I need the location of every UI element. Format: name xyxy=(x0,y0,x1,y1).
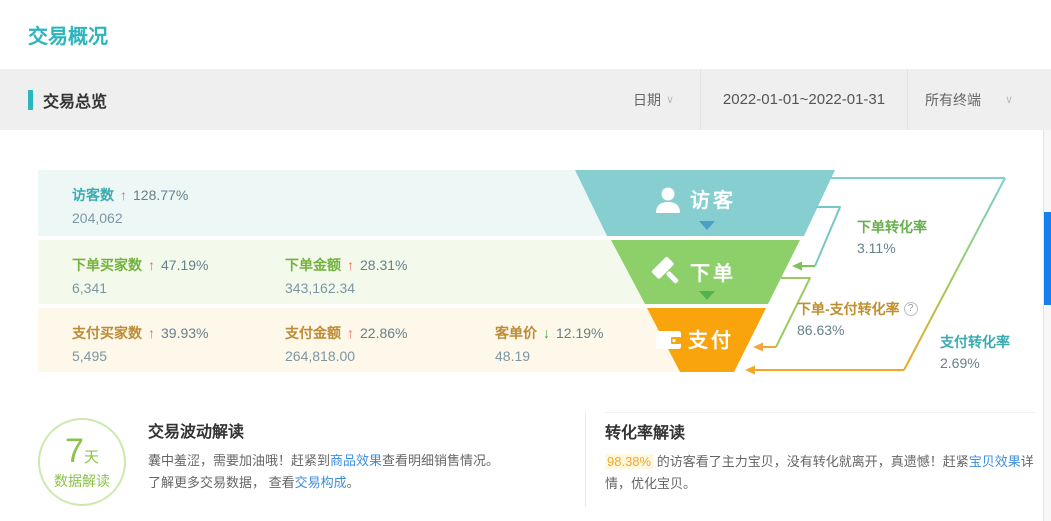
scrollbar-thumb[interactable] xyxy=(1044,212,1051,305)
metric-change: 28.31% xyxy=(360,257,408,273)
conversion-value: 3.11% xyxy=(857,240,896,256)
pay-conversion-diagonal-line xyxy=(903,177,1006,371)
conversion-insight: 转化率解读 98.38% 的访客看了主力宝贝，没有转化就离开，真遗憾！赶紧宝贝效… xyxy=(605,412,1035,495)
metric-change: 22.86% xyxy=(360,325,408,341)
funnel-stage-visitor xyxy=(575,170,835,236)
seven-day-badge: 7天 数据解读 xyxy=(38,418,126,506)
metric-label: 下单买家数 xyxy=(72,257,142,273)
metric-value: 6,341 xyxy=(72,280,108,296)
terminal-label: 所有终端 xyxy=(925,91,981,108)
page-title: 交易概况 xyxy=(28,26,108,48)
wallet-icon xyxy=(656,331,681,349)
insight-line2: 了解更多交易数据， 查看交易构成。 xyxy=(148,475,360,490)
conversion-order-rate: 下单转化率 3.11% xyxy=(857,218,927,257)
highlight-percentage: 98.38% xyxy=(605,454,654,469)
metric-change: 47.19% xyxy=(161,257,209,273)
trend-up-icon: ↑ xyxy=(148,257,155,273)
insights-section: 7天 数据解读 交易波动解读 囊中羞涩，需要加油哦！赶紧到商品效果查看明细销售情… xyxy=(0,400,1051,521)
product-effect-link[interactable]: 商品效果 xyxy=(330,453,383,468)
trend-up-icon: ↑ xyxy=(148,325,155,341)
trend-down-icon: ↓ xyxy=(543,325,550,341)
date-range-value: 2022-01-01~2022-01-31 xyxy=(722,91,886,108)
conversion-label: 支付转化率 xyxy=(940,334,1010,350)
visitor-icon xyxy=(656,187,680,213)
metric-label: 访客数 xyxy=(72,187,114,203)
trade-fluctuation-insight: 交易波动解读 囊中羞涩，需要加油哦！赶紧到商品效果查看明细销售情况。 了解更多交… xyxy=(148,418,568,494)
date-range-picker[interactable]: 2022-01-01~2022-01-31 xyxy=(700,69,908,130)
metric-value: 343,162.34 xyxy=(285,280,356,296)
insight-paragraph: 98.38% 的访客看了主力宝贝，没有转化就离开，真遗憾！赶紧宝贝效果详情，优化… xyxy=(605,454,1034,491)
arrow-left-icon xyxy=(745,365,755,375)
funnel-graphic: 访客 下单 支付 xyxy=(575,170,1006,375)
metric-value: 48.19 xyxy=(495,348,531,364)
funnel-chart: 访客 下单 支付 访客数 ↑ 128.77% 204,062 xyxy=(0,130,1051,402)
order-pay-conversion-bracket xyxy=(775,277,811,348)
metric-order-amount: 下单金额 ↑ 28.31% 343,162.34 xyxy=(285,255,407,296)
arrow-left-icon xyxy=(753,342,763,352)
date-type-dropdown[interactable]: 日期 ∨ xyxy=(633,69,674,130)
terminal-dropdown[interactable]: 所有终端 ∨ xyxy=(925,69,1013,130)
metric-value: 5,495 xyxy=(72,348,108,364)
toolbar: 交易总览 日期 ∨ 2022-01-01~2022-01-31 所有终端 ∨ xyxy=(0,69,1051,130)
funnel-stage-label-visitor: 访客 xyxy=(690,188,736,212)
item-effect-link[interactable]: 宝贝效果 xyxy=(968,454,1021,469)
conversion-order-pay-rate: 下单-支付转化率 ? 86.63% xyxy=(797,300,918,339)
metric-pay-buyers: 支付买家数 ↑ 39.93% 5,495 xyxy=(72,323,208,364)
conversion-value: 86.63% xyxy=(797,322,845,338)
chevron-down-icon xyxy=(699,291,715,300)
trade-composition-link[interactable]: 交易构成 xyxy=(294,475,347,490)
metric-value: 264,818.00 xyxy=(285,348,356,364)
metric-visitors: 访客数 ↑ 128.77% 204,062 xyxy=(72,185,188,226)
conversion-pay-rate: 支付转化率 2.69% xyxy=(940,333,1010,372)
conversion-label: 下单-支付转化率 xyxy=(797,301,900,317)
gavel-icon xyxy=(651,256,679,284)
metric-label: 客单价 xyxy=(495,325,537,341)
section-title-label: 交易总览 xyxy=(43,94,108,111)
funnel-stage-label-order: 下单 xyxy=(690,261,736,285)
trend-up-icon: ↑ xyxy=(347,325,354,341)
metric-order-buyers: 下单买家数 ↑ 47.19% 6,341 xyxy=(72,255,208,296)
metric-label: 支付金额 xyxy=(285,325,341,341)
section-title: 交易总览 xyxy=(28,88,107,112)
funnel-stage-pay xyxy=(647,308,766,372)
order-conversion-bracket xyxy=(814,206,841,267)
conversion-label: 下单转化率 xyxy=(857,219,927,235)
insight-title: 转化率解读 xyxy=(605,425,686,442)
trend-up-icon: ↑ xyxy=(120,187,127,203)
chevron-down-icon: ∨ xyxy=(1004,94,1013,106)
section-tick-bar xyxy=(28,90,33,110)
chevron-down-icon xyxy=(699,221,715,230)
metric-change: 128.77% xyxy=(133,187,189,203)
badge-number: 7 xyxy=(65,431,84,470)
metric-label: 下单金额 xyxy=(285,257,341,273)
order-row-band xyxy=(38,240,700,304)
funnel-stage-label-pay: 支付 xyxy=(688,328,734,352)
metric-change: 12.19% xyxy=(556,325,604,341)
metric-avg-order-value: 客单价 ↓ 12.19% 48.19 xyxy=(495,323,603,364)
metric-label: 支付买家数 xyxy=(72,325,142,341)
scrollbar-track[interactable] xyxy=(1043,130,1051,521)
metric-pay-amount: 支付金额 ↑ 22.86% 264,818.00 xyxy=(285,323,407,364)
pay-row-band xyxy=(38,308,700,372)
help-icon[interactable]: ? xyxy=(903,302,918,316)
arrow-left-icon xyxy=(792,261,802,271)
badge-unit: 天 xyxy=(83,448,99,466)
metric-value: 204,062 xyxy=(72,210,123,226)
chevron-down-icon: ∨ xyxy=(666,94,675,106)
insight-line1: 囊中羞涩，需要加油哦！赶紧到商品效果查看明细销售情况。 xyxy=(148,453,500,468)
funnel-stage-order xyxy=(611,240,800,304)
badge-caption: 数据解读 xyxy=(54,472,110,489)
date-type-label: 日期 xyxy=(633,91,661,108)
metric-change: 39.93% xyxy=(161,325,209,341)
insights-divider xyxy=(585,412,586,507)
conversion-value: 2.69% xyxy=(940,355,980,371)
trend-up-icon: ↑ xyxy=(347,257,354,273)
insight-title: 交易波动解读 xyxy=(148,424,245,441)
